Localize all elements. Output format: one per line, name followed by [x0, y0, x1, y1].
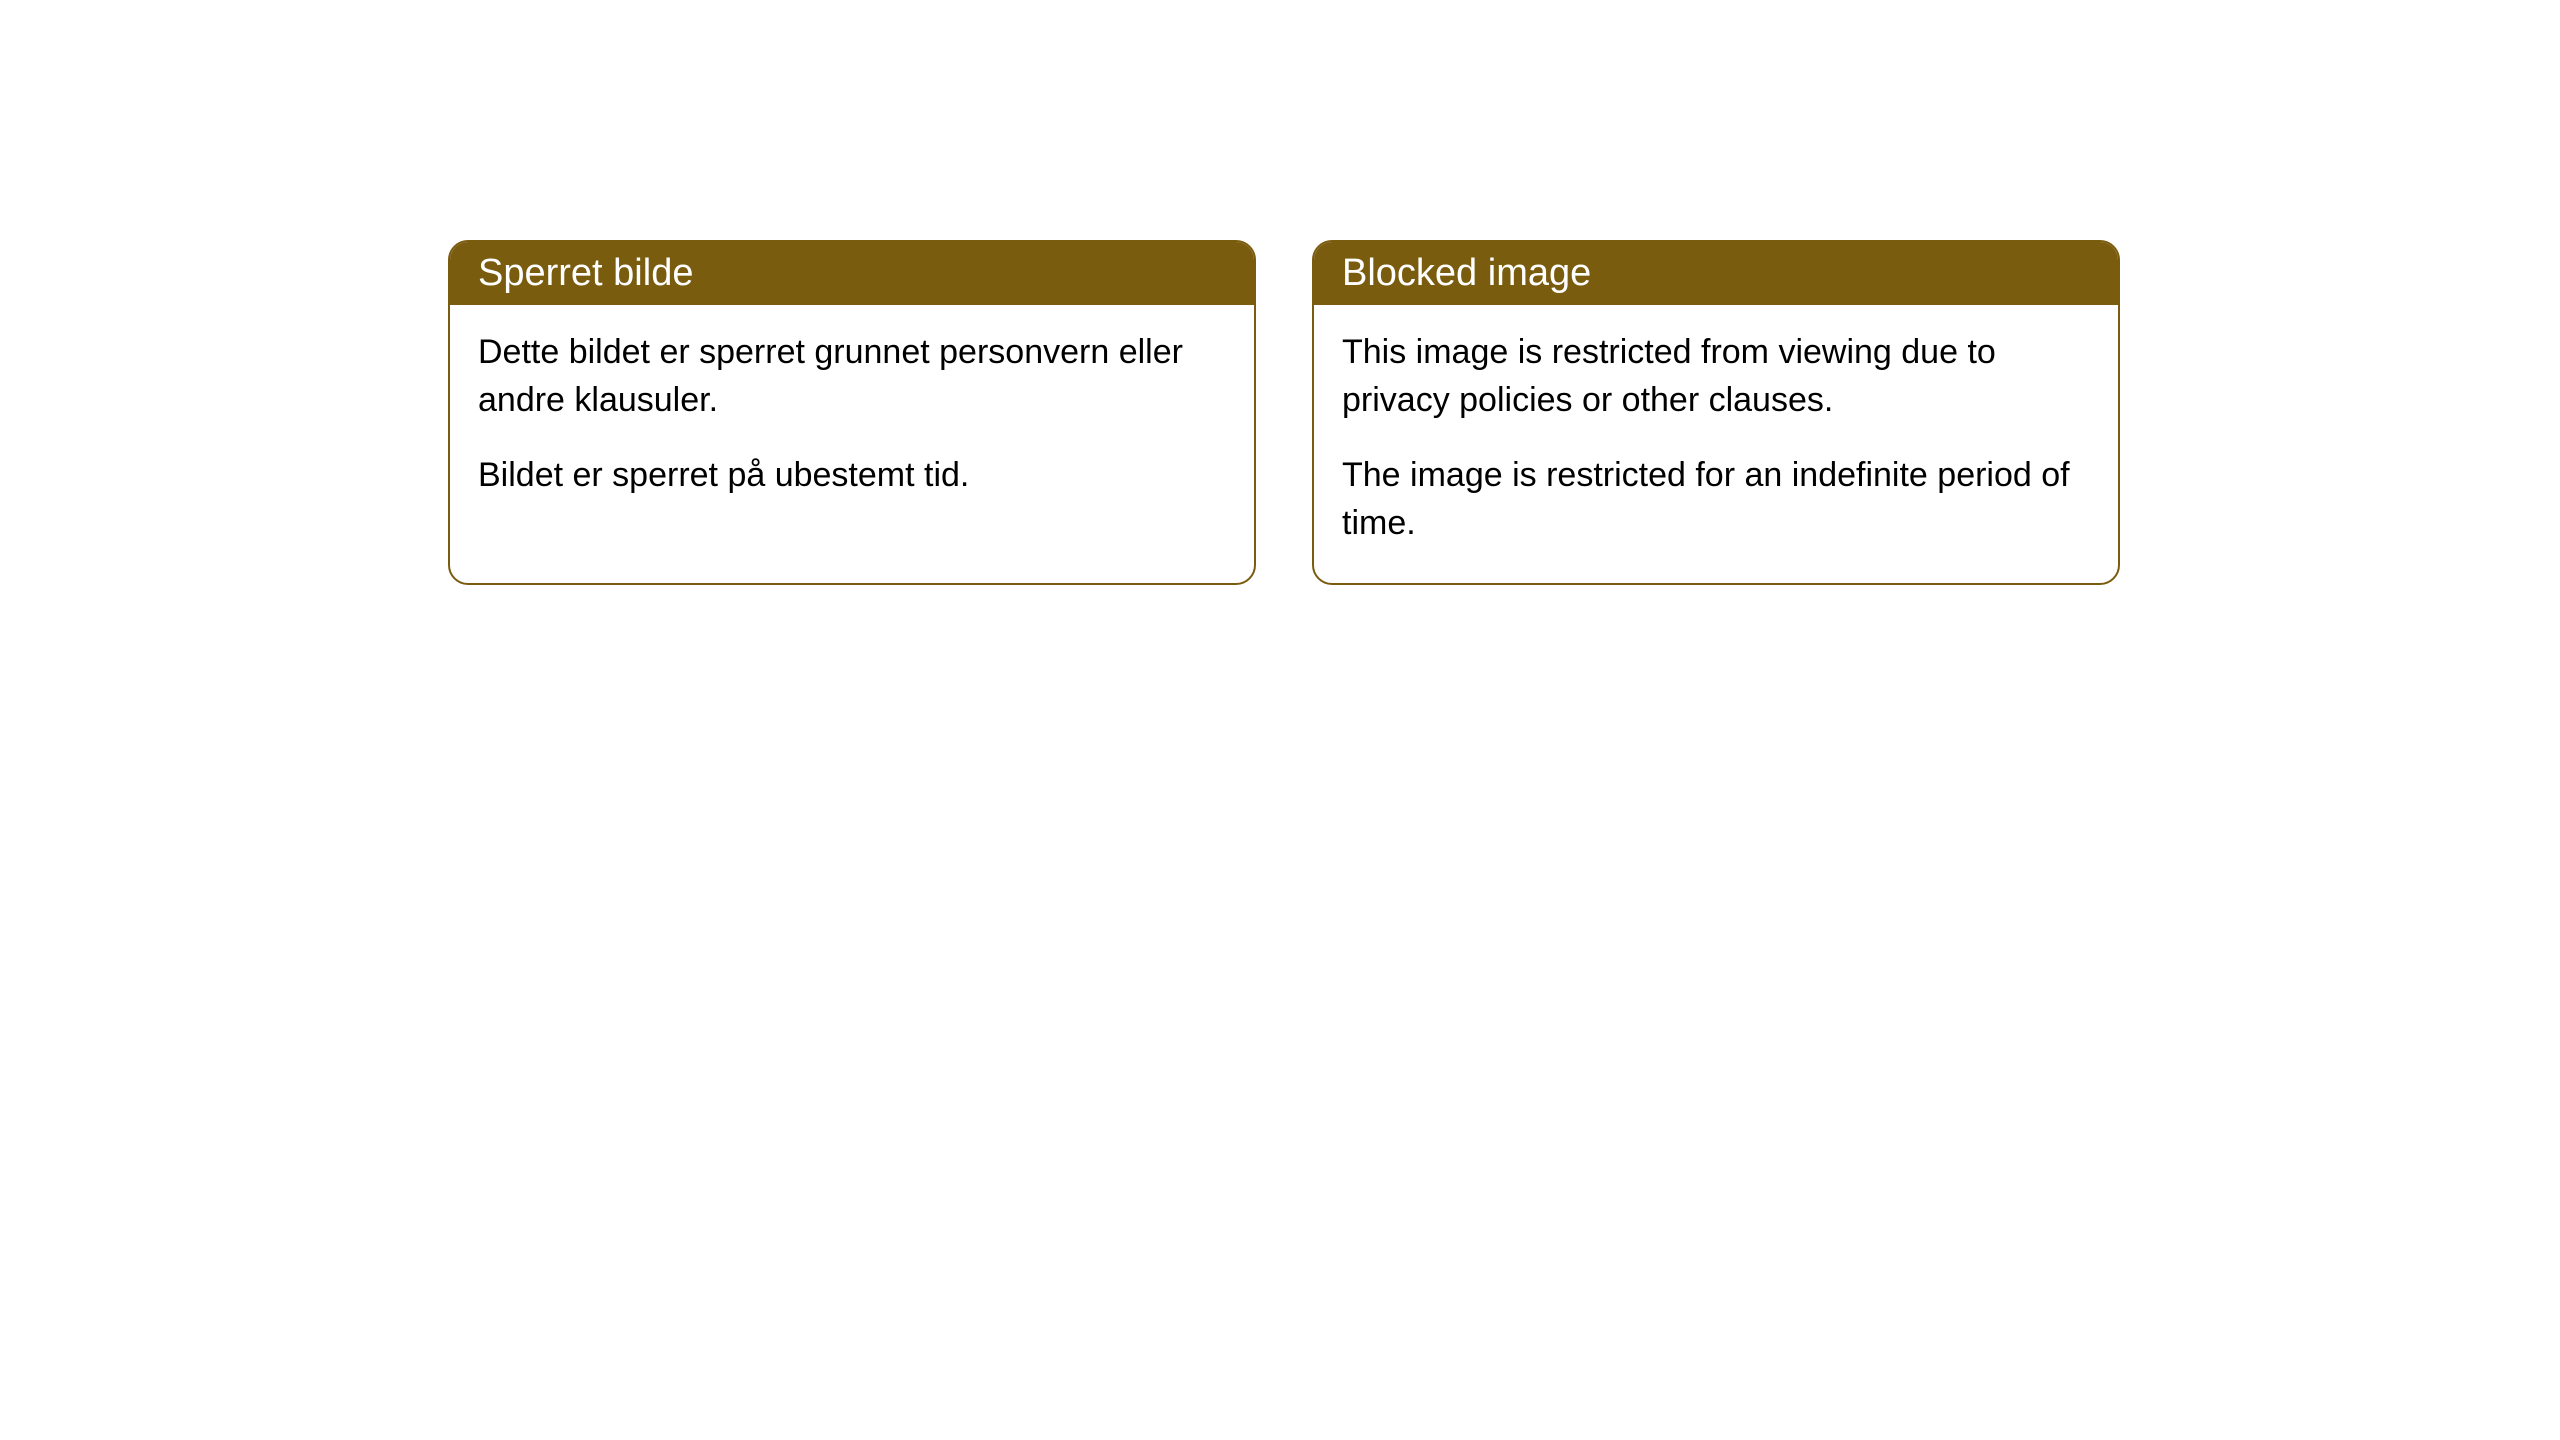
card-header-english: Blocked image [1314, 242, 2118, 305]
card-paragraph: This image is restricted from viewing du… [1342, 329, 2090, 424]
card-paragraph: The image is restricted for an indefinit… [1342, 452, 2090, 547]
card-title: Blocked image [1342, 252, 1591, 294]
card-norwegian: Sperret bilde Dette bildet er sperret gr… [448, 240, 1256, 585]
card-title: Sperret bilde [478, 252, 693, 294]
card-paragraph: Dette bildet er sperret grunnet personve… [478, 329, 1226, 424]
card-english: Blocked image This image is restricted f… [1312, 240, 2120, 585]
card-body-english: This image is restricted from viewing du… [1314, 305, 2118, 583]
card-header-norwegian: Sperret bilde [450, 242, 1254, 305]
cards-container: Sperret bilde Dette bildet er sperret gr… [448, 240, 2560, 585]
card-body-norwegian: Dette bildet er sperret grunnet personve… [450, 305, 1254, 536]
card-paragraph: Bildet er sperret på ubestemt tid. [478, 452, 1226, 500]
